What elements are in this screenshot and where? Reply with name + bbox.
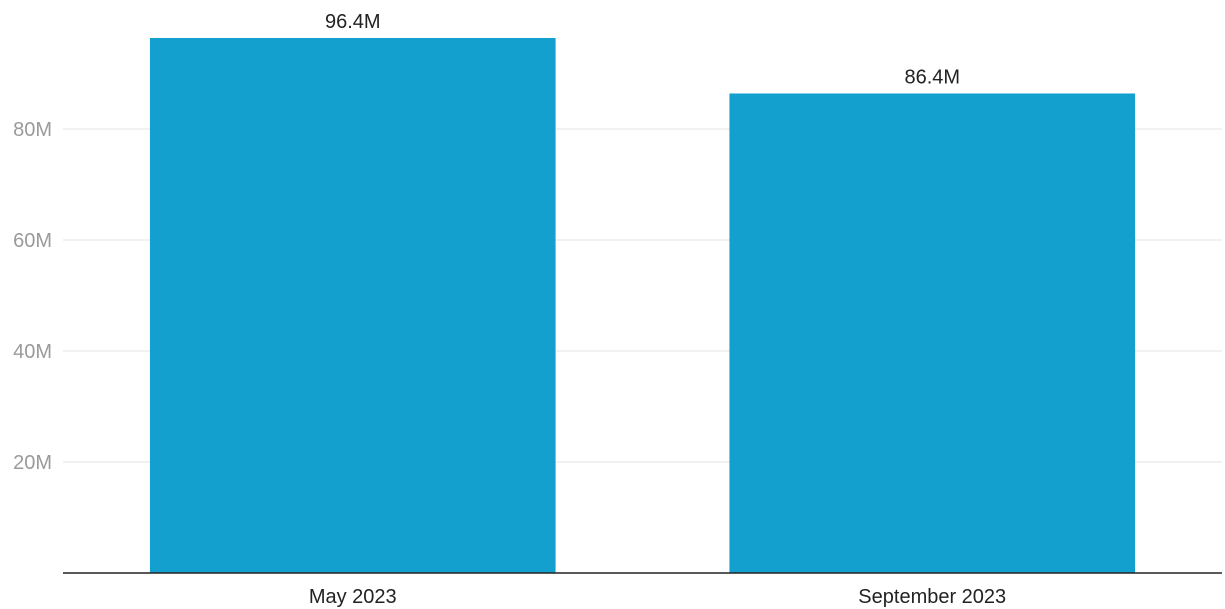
data-label-0: 96.4M <box>325 11 381 33</box>
bar-1[interactable] <box>729 93 1136 573</box>
x-tick-label-1: September 2023 <box>858 586 1006 608</box>
y-tick-label-2: 60M <box>13 230 52 252</box>
data-labels: 96.4M 86.4M <box>325 11 960 89</box>
bars <box>149 37 1136 574</box>
x-axis-labels: May 2023 September 2023 <box>309 586 1006 608</box>
data-label-1: 86.4M <box>904 66 960 88</box>
y-tick-label-0: 20M <box>13 452 52 474</box>
y-axis-ticks: 20M 40M 60M 80M <box>13 119 52 474</box>
y-tick-label-3: 80M <box>13 119 52 141</box>
x-tick-label-0: May 2023 <box>309 586 397 608</box>
y-tick-label-1: 40M <box>13 341 52 363</box>
bar-0[interactable] <box>149 37 556 574</box>
